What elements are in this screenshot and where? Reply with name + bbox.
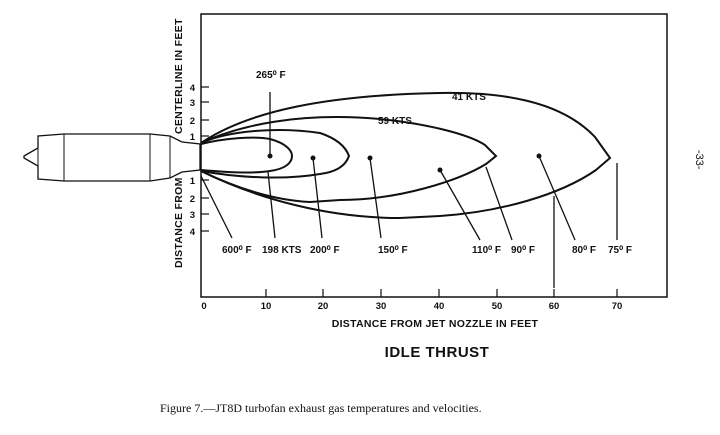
label-600-f: 600⁰ F [222, 245, 252, 256]
label-80-f: 80⁰ F [572, 245, 596, 256]
leader-dots [267, 153, 542, 173]
label-198-kts: 198 KTS [262, 245, 302, 256]
figure-caption: Figure 7.—JT8D turbofan exhaust gas temp… [160, 401, 482, 415]
label-265-f: 265⁰ F [256, 70, 286, 81]
diagram-title: IDLE THRUST [385, 344, 490, 361]
y-tick-lower-1: 1 [190, 176, 196, 187]
x-tick-60: 60 [549, 301, 560, 312]
contour-59-kts [200, 116, 498, 204]
leader-lines [200, 92, 618, 288]
contour-200-f [200, 129, 351, 179]
y-tick-lower-2: 2 [190, 194, 195, 205]
x-axis-label: DISTANCE FROM JET NOZZLE IN FEET [332, 318, 539, 330]
page-number: -33- [693, 150, 705, 170]
x-tick-40: 40 [434, 301, 445, 312]
y-tick-upper-2: 2 [190, 116, 195, 127]
y-tick-lower-3: 3 [190, 210, 195, 221]
x-tick-30: 30 [376, 301, 387, 312]
x-tick-20: 20 [318, 301, 329, 312]
label-75-f: 75⁰ F [608, 245, 632, 256]
y-tick-upper-4: 4 [190, 83, 196, 94]
y-axis-ticks [201, 86, 209, 232]
plot-frame [200, 13, 668, 298]
y-tick-upper-1: 1 [190, 132, 196, 143]
label-150-f: 150⁰ F [378, 245, 408, 256]
x-axis-ticks [265, 289, 618, 297]
x-tick-10: 10 [261, 301, 272, 312]
label-41-kts: 41 KTS [452, 92, 486, 103]
contour-265-f [200, 136, 294, 174]
x-tick-0: 0 [201, 301, 206, 312]
x-tick-70: 70 [612, 301, 623, 312]
label-59-kts: 59 KTS [378, 116, 412, 127]
y-tick-lower-4: 4 [190, 227, 196, 238]
y-axis-label-upper: CENTERLINE IN FEET [173, 18, 185, 134]
label-90-f: 90⁰ F [511, 245, 535, 256]
contour-41-kts [200, 91, 612, 220]
y-axis-label-lower: DISTANCE FROM [173, 177, 185, 268]
label-110-f: 110⁰ F [472, 245, 501, 256]
x-tick-50: 50 [492, 301, 503, 312]
engine-nacelle [23, 133, 201, 182]
y-tick-upper-3: 3 [190, 98, 195, 109]
label-200-f: 200⁰ F [310, 245, 340, 256]
